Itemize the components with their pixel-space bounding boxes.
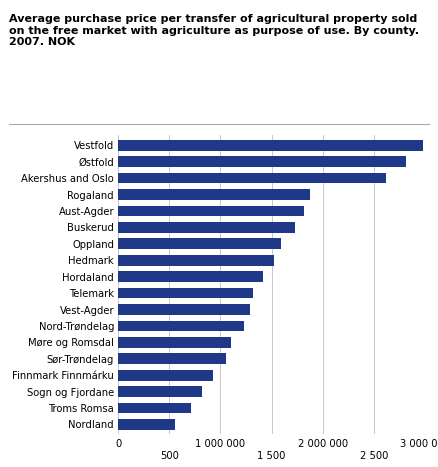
- Bar: [118, 419, 176, 430]
- Bar: [118, 222, 295, 233]
- Bar: [118, 189, 311, 200]
- Bar: [118, 337, 231, 348]
- Text: Average purchase price per transfer of agricultural property sold
on the free ma: Average purchase price per transfer of a…: [9, 14, 419, 47]
- Bar: [118, 386, 202, 397]
- Bar: [118, 140, 423, 151]
- Bar: [118, 320, 244, 331]
- Bar: [118, 255, 274, 266]
- Bar: [118, 288, 253, 298]
- Bar: [118, 271, 263, 282]
- Bar: [118, 173, 386, 184]
- Bar: [118, 239, 281, 249]
- Bar: [118, 156, 406, 167]
- Bar: [118, 304, 250, 315]
- Bar: [118, 403, 191, 413]
- Bar: [118, 205, 304, 216]
- Bar: [118, 370, 213, 381]
- Bar: [118, 354, 226, 364]
